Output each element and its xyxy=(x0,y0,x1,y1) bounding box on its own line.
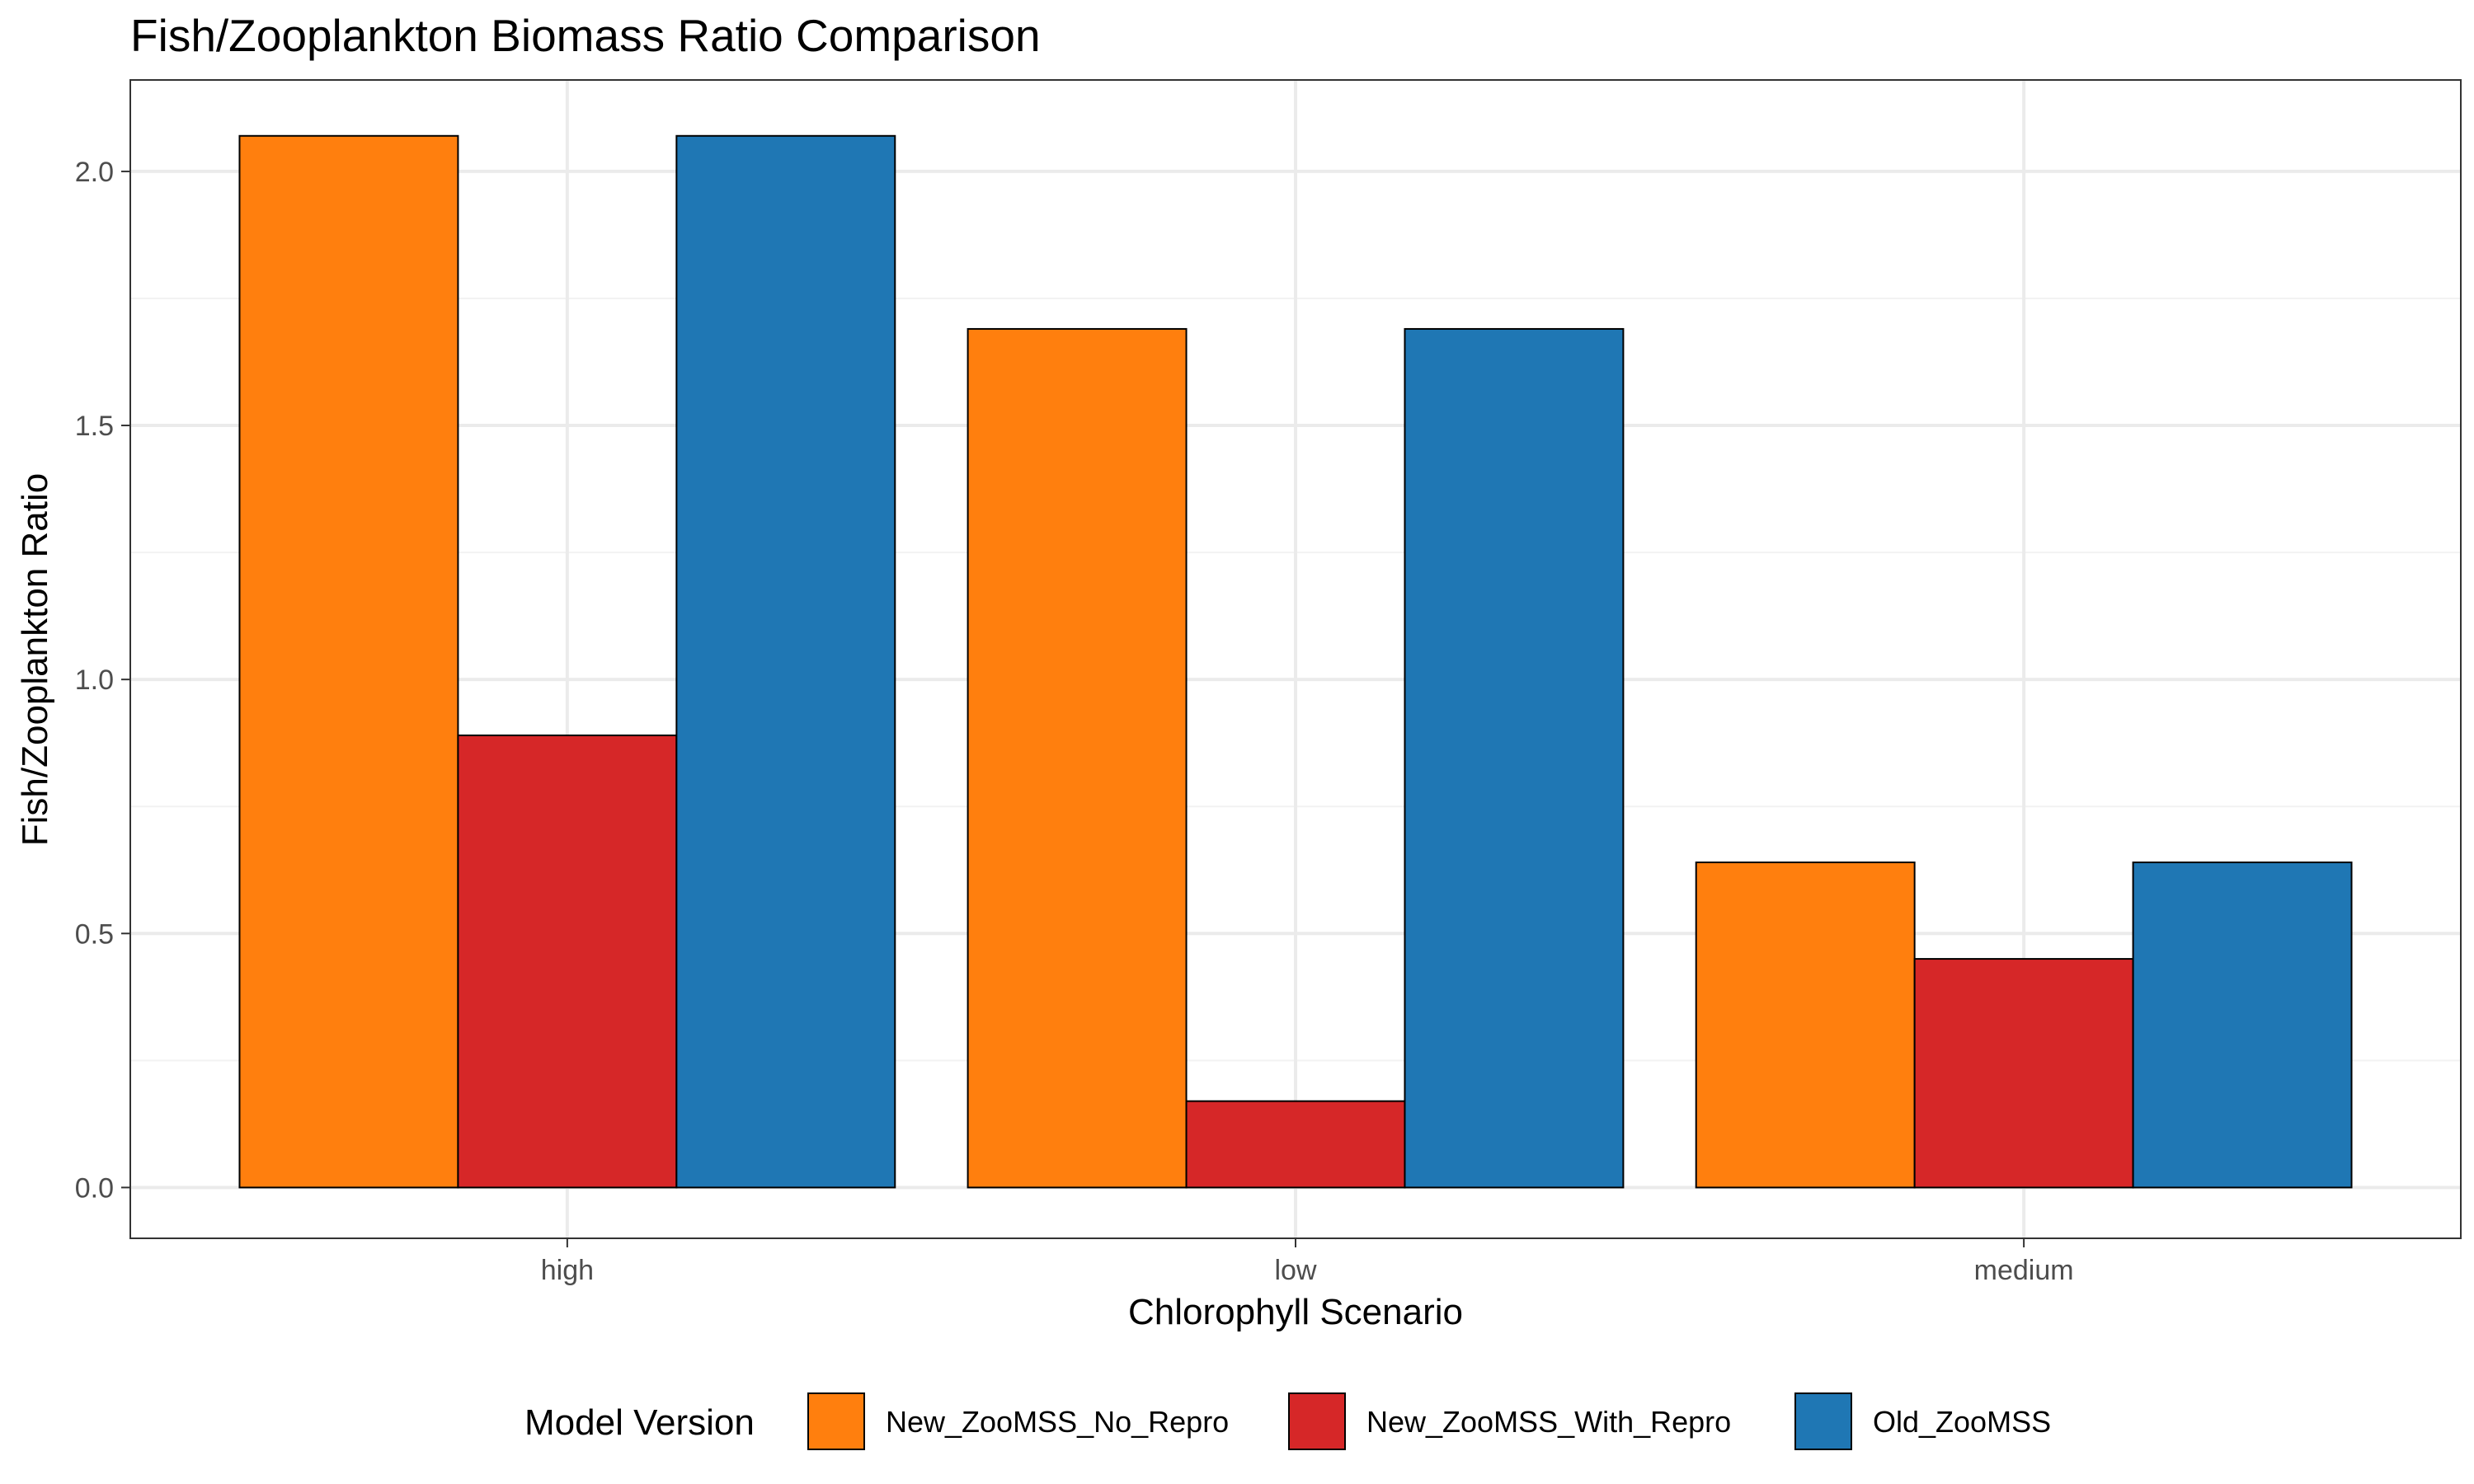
bar-New_ZooMSS_With_Repro-high xyxy=(457,734,678,1189)
bar-New_ZooMSS_With_Repro-low xyxy=(1185,1100,1406,1189)
x-axis: high low medium xyxy=(541,1238,2074,1286)
legend-title: Model Version xyxy=(524,1402,755,1443)
bar-Old_ZooMSS-medium xyxy=(2132,861,2353,1189)
chart-title: Fish/Zooplankton Biomass Ratio Compariso… xyxy=(130,10,1041,61)
y-tick-label: 0.0 xyxy=(75,1172,114,1204)
y-tick-label: 0.5 xyxy=(75,918,114,950)
legend-swatch-Old_ZooMSS xyxy=(1794,1392,1852,1450)
y-tick-label: 2.0 xyxy=(75,157,114,188)
bar-New_ZooMSS_No_Repro-medium xyxy=(1695,861,1916,1189)
legend-label-Old_ZooMSS: Old_ZooMSS xyxy=(1873,1405,2051,1439)
bar-New_ZooMSS_No_Repro-low xyxy=(967,327,1188,1189)
legend-swatch-New_ZooMSS_No_Repro xyxy=(807,1392,865,1450)
legend: Model Version New_ZooMSS_No_Repro New_Zoo… xyxy=(524,1392,2051,1450)
bar-New_ZooMSS_With_Repro-medium xyxy=(1913,958,2134,1189)
bars xyxy=(238,134,2353,1189)
bar-New_ZooMSS_No_Repro-high xyxy=(238,134,459,1189)
legend-label-New_ZooMSS_No_Repro: New_ZooMSS_No_Repro xyxy=(886,1405,1229,1439)
legend-label-New_ZooMSS_With_Repro: New_ZooMSS_With_Repro xyxy=(1366,1405,1731,1439)
x-tick-label-low: low xyxy=(1274,1255,1316,1286)
x-axis-title: Chlorophyll Scenario xyxy=(1128,1292,1463,1332)
y-axis: 0.0 0.5 1.0 1.5 2.0 xyxy=(75,157,130,1204)
y-tick-label: 1.5 xyxy=(75,411,114,442)
legend-swatch-New_ZooMSS_With_Repro xyxy=(1288,1392,1346,1450)
bar-Old_ZooMSS-low xyxy=(1404,327,1625,1189)
bar-Old_ZooMSS-high xyxy=(675,134,896,1189)
x-tick-label-high: high xyxy=(541,1255,594,1286)
y-tick-label: 1.0 xyxy=(75,665,114,696)
x-tick-label-medium: medium xyxy=(1974,1255,2074,1286)
y-axis-title: Fish/Zooplankton Ratio xyxy=(15,473,55,846)
